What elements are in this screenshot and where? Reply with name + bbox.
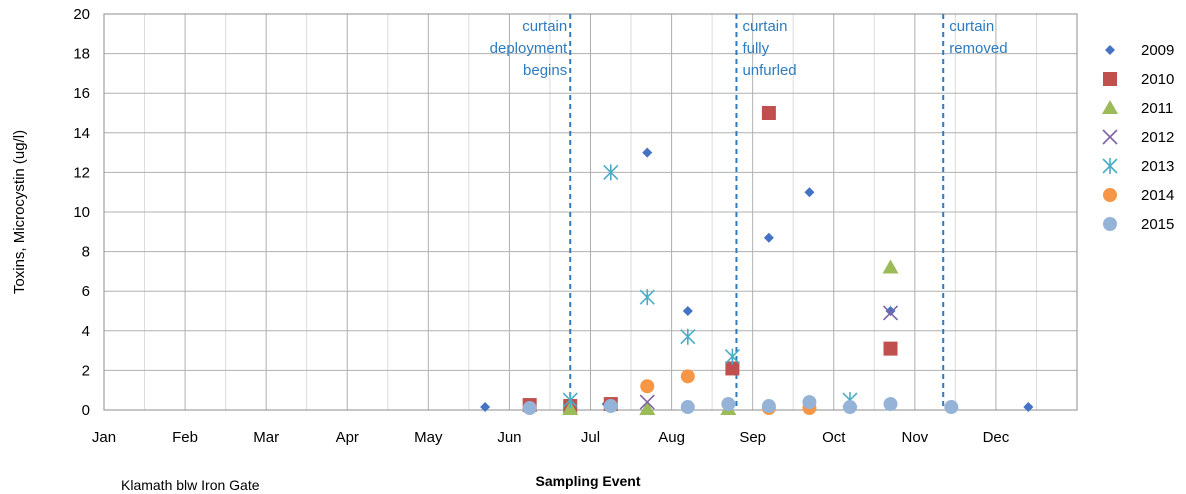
x-tick-label: May (414, 429, 443, 446)
data-point-2014 (640, 379, 655, 394)
data-point-2015 (680, 400, 695, 415)
data-point-2011 (882, 259, 899, 274)
data-point-2015 (883, 397, 898, 412)
data-point-2010 (883, 341, 898, 356)
x-marker-stroke (1102, 129, 1118, 145)
grid-layer (103, 13, 1078, 411)
x-tick-label: Nov (901, 429, 928, 446)
curtain-annotation-text: curtain (949, 18, 994, 35)
x-marker-stroke (882, 305, 899, 321)
points-layer (480, 106, 1034, 416)
curtain-annotation-text: begins (523, 62, 567, 79)
annotation-layer: curtain deployment begins curtain fully unfur… (490, 14, 1008, 410)
data-point-2013 (680, 328, 696, 345)
curtain-annotation-text: removed (949, 40, 1007, 57)
axes-layer: 0 2 4 6 8 10 12 14 16 18 20 Jan Feb Mar Apr May Jun Jul Au… (73, 6, 1078, 446)
data-point-2009 (804, 187, 815, 198)
plot-border (103, 13, 1078, 411)
data-point-2014 (680, 369, 695, 384)
y-tick-label: 16 (73, 85, 90, 102)
x-tick-label: Mar (253, 429, 279, 446)
data-point-2010 (725, 361, 740, 376)
x-axis-title: Sampling Event (535, 473, 640, 489)
legend-label-2009: 2009 (1141, 42, 1174, 59)
x-tick-label: Feb (172, 429, 198, 446)
data-point-2010 (761, 106, 776, 120)
y-axis-title: Toxins, Microcystin (ug/l) (11, 130, 28, 294)
x-tick-label: Dec (983, 429, 1010, 446)
legend-marker-2014 (1103, 188, 1117, 202)
data-point-2009 (480, 402, 491, 413)
legend: 2009 2010 2011 2012 2013 2014 2015 (1102, 42, 1174, 233)
site-label: Klamath blw Iron Gate (121, 477, 260, 493)
y-tick-label: 18 (73, 46, 90, 63)
data-point-2013 (603, 164, 619, 181)
data-point-2011 (639, 401, 656, 416)
legend-label-2012: 2012 (1141, 129, 1174, 146)
legend-marker-2015 (1103, 217, 1117, 231)
x-tick-label: Aug (658, 429, 685, 446)
curtain-annotation-text: fully (742, 40, 769, 57)
y-tick-label: 8 (82, 244, 90, 261)
x-marker-stroke (639, 394, 655, 410)
legend-marker-2010 (1103, 72, 1117, 86)
data-point-2015 (522, 401, 537, 416)
y-tick-label: 14 (73, 125, 90, 142)
data-point-2015 (842, 400, 857, 415)
x-tick-label: Jun (497, 429, 521, 446)
y-tick-label: 0 (82, 402, 90, 419)
data-point-2015 (761, 399, 776, 414)
data-point-2009 (682, 306, 693, 316)
curtain-annotation-text: deployment (490, 40, 568, 57)
data-point-2009 (642, 147, 653, 158)
data-point-2015 (603, 399, 618, 414)
curtain-annotation-text: curtain (742, 18, 787, 35)
legend-label-2015: 2015 (1141, 216, 1174, 233)
legend-label-2013: 2013 (1141, 158, 1174, 175)
legend-label-2014: 2014 (1141, 187, 1174, 204)
y-tick-label: 2 (82, 362, 90, 379)
legend-marker-2013 (1102, 158, 1118, 174)
y-tick-label: 20 (73, 6, 90, 23)
curtain-annotation-text: curtain (522, 18, 567, 35)
data-point-2015 (944, 400, 959, 415)
data-point-2012 (882, 305, 899, 321)
x-tick-label: Jan (92, 429, 116, 446)
x-tick-label: Jul (581, 429, 600, 446)
data-point-2009 (1023, 402, 1034, 413)
data-point-2013 (724, 348, 740, 365)
curtain-annotation-text: unfurled (742, 62, 796, 79)
legend-marker-2012 (1102, 129, 1118, 145)
data-point-2009 (885, 306, 896, 316)
x-tick-label: Oct (822, 429, 846, 446)
data-point-2015 (721, 397, 736, 412)
y-tick-label: 4 (82, 323, 90, 340)
legend-label-2011: 2011 (1141, 100, 1173, 117)
data-point-2013 (562, 392, 578, 409)
x-tick-label: Sep (739, 429, 766, 446)
legend-marker-2011 (1102, 100, 1118, 114)
x-tick-label: Apr (336, 429, 359, 446)
data-point-2009 (763, 232, 774, 243)
data-point-2013 (639, 289, 655, 306)
data-point-2015 (802, 395, 817, 410)
y-tick-label: 10 (73, 204, 90, 221)
data-point-2012 (639, 394, 655, 410)
y-tick-label: 6 (82, 283, 90, 300)
legend-label-2010: 2010 (1141, 71, 1174, 88)
legend-marker-2009 (1105, 45, 1115, 55)
y-tick-label: 12 (73, 164, 90, 181)
